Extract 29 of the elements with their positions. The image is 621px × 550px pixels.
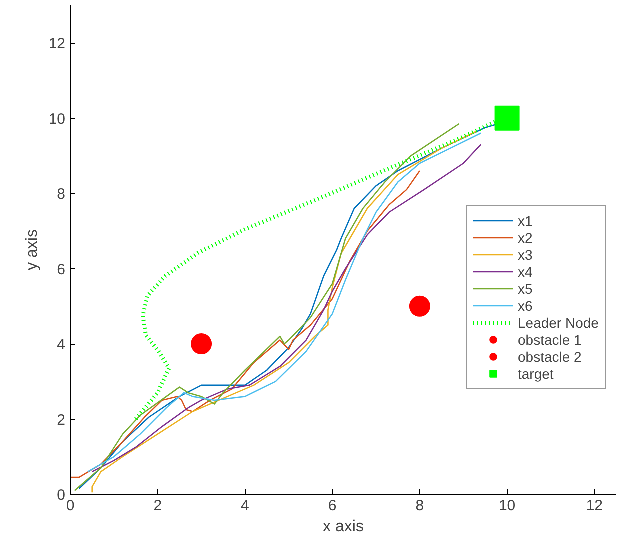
point bbox=[409, 296, 430, 317]
x-tick-label: 4 bbox=[241, 498, 250, 514]
y-tick-label: 2 bbox=[57, 412, 66, 429]
legend-label: obstacle 2 bbox=[518, 348, 582, 365]
x-axis-title: x axis bbox=[323, 518, 364, 536]
x-tick-label: 12 bbox=[586, 498, 604, 514]
y-tick-label: 8 bbox=[57, 186, 66, 204]
x-tick-label: 8 bbox=[416, 498, 424, 514]
legend-label: x6 bbox=[518, 297, 534, 314]
legend-label: x2 bbox=[518, 229, 534, 246]
legend-label: target bbox=[518, 365, 554, 382]
legend-label: x5 bbox=[518, 280, 534, 297]
y-tick-label: 6 bbox=[57, 261, 66, 278]
y-tick-label: 0 bbox=[57, 487, 66, 504]
legend-label: x3 bbox=[518, 246, 534, 263]
y-tick-label: 10 bbox=[48, 110, 66, 128]
legend-label: x4 bbox=[518, 263, 534, 280]
line-series bbox=[70, 170, 421, 478]
legend-label: Leader Node bbox=[518, 314, 599, 331]
x-tick-label: 6 bbox=[328, 498, 337, 514]
legend-label: obstacle 1 bbox=[518, 331, 582, 348]
legend-label: x1 bbox=[518, 212, 534, 229]
y-tick-label: 12 bbox=[48, 36, 66, 53]
x-tick-label: 2 bbox=[154, 498, 162, 514]
point bbox=[494, 106, 520, 131]
y-axis-title: y axis bbox=[24, 230, 41, 270]
x-tick-label: 10 bbox=[498, 498, 516, 514]
point bbox=[191, 334, 212, 355]
y-tick-label: 4 bbox=[57, 336, 66, 354]
